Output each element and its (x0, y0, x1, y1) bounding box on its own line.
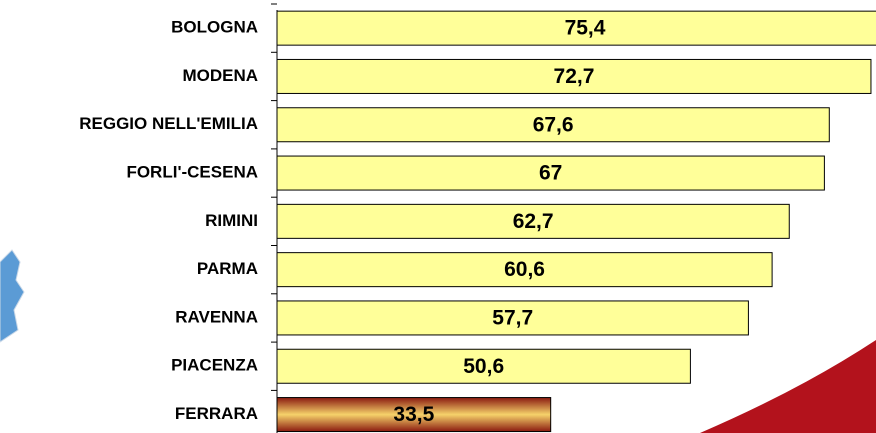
bar (276, 107, 830, 143)
value-label: 72,7 (554, 65, 595, 88)
bar (276, 300, 749, 336)
value-label: 50,6 (463, 355, 504, 378)
category-label: RAVENNA (175, 307, 258, 326)
category-label: RIMINI (205, 211, 258, 230)
bar (276, 348, 691, 384)
value-label: 33,5 (393, 403, 434, 426)
value-label: 67,6 (533, 113, 574, 136)
value-label: 57,7 (492, 306, 533, 329)
bar (276, 397, 552, 433)
category-label: REGGIO NELL'EMILIA (79, 114, 258, 133)
value-label: 67 (539, 162, 562, 185)
value-label: 60,6 (504, 258, 545, 281)
category-label: MODENA (182, 66, 258, 85)
bar (276, 155, 825, 191)
category-label: PARMA (197, 259, 258, 278)
decor-swoosh (700, 340, 876, 433)
value-label: 62,7 (513, 210, 554, 233)
category-label: PIACENZA (171, 356, 258, 375)
bar (276, 10, 876, 46)
category-label: FERRARA (175, 404, 258, 423)
category-label: BOLOGNA (171, 18, 258, 37)
category-label: FORLI'-CESENA (126, 163, 258, 182)
value-label: 75,4 (565, 17, 606, 40)
map-fragment (0, 249, 25, 343)
bar (276, 252, 773, 288)
bar (276, 203, 790, 239)
bar (276, 58, 872, 94)
